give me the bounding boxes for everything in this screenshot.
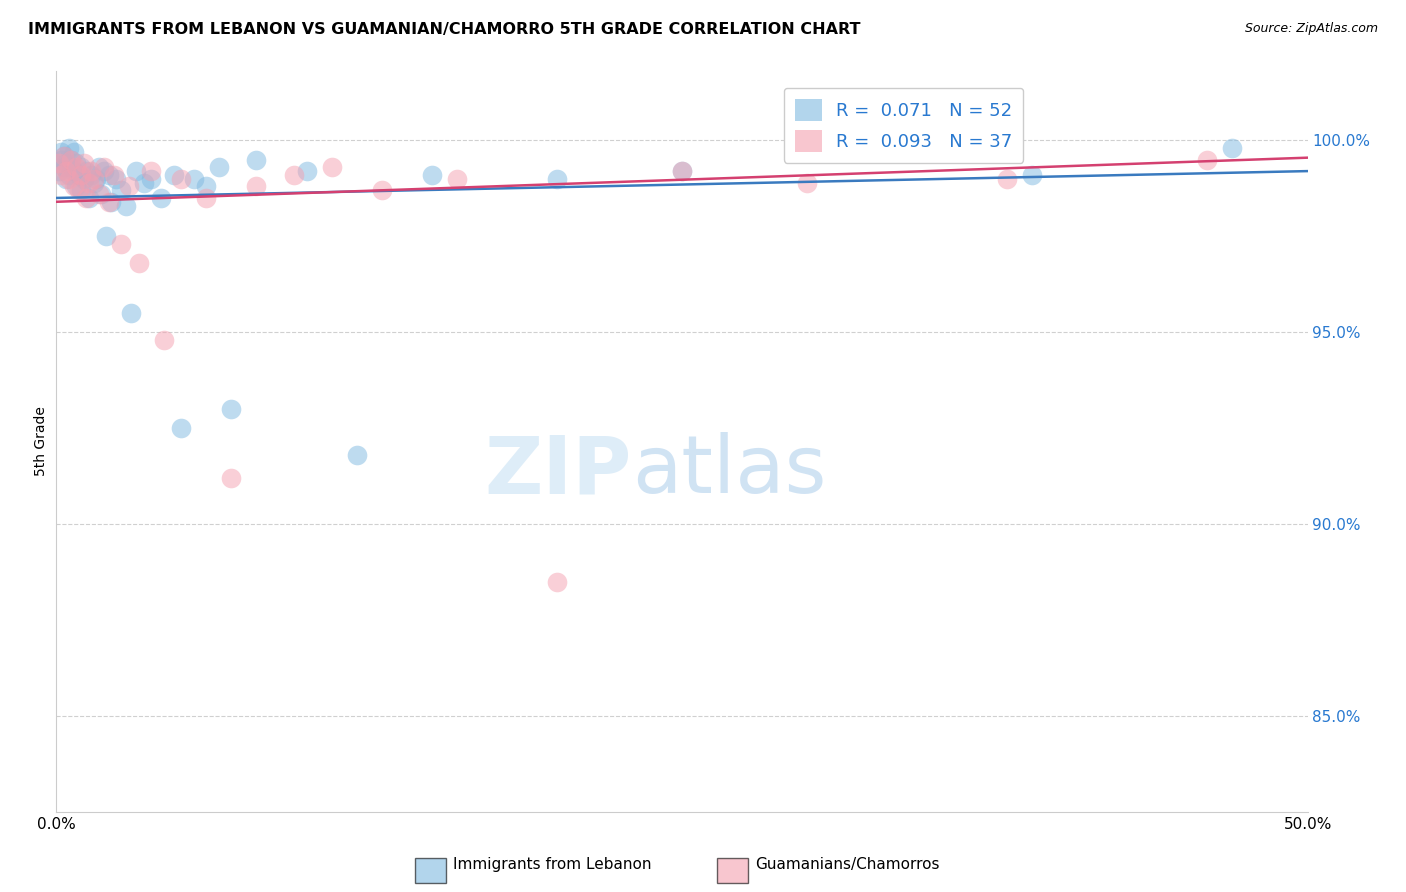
Point	[295, 164, 318, 178]
Point	[132, 176, 155, 190]
Point	[195, 191, 218, 205]
Point	[141, 164, 163, 178]
Point	[48, 164, 70, 178]
Point	[60, 153, 83, 167]
Point	[55, 171, 77, 186]
Point	[52, 149, 75, 163]
Point	[48, 156, 70, 170]
Text: ZIP: ZIP	[485, 432, 631, 510]
Point	[170, 171, 193, 186]
Point	[141, 171, 163, 186]
Point	[77, 191, 100, 205]
Point	[73, 156, 96, 170]
Point	[170, 421, 193, 435]
Point	[87, 161, 110, 175]
Point	[796, 176, 818, 190]
Point	[446, 171, 468, 186]
Point	[1197, 153, 1219, 167]
Point	[150, 191, 173, 205]
Point	[51, 168, 73, 182]
Point	[97, 168, 120, 182]
Point	[546, 171, 568, 186]
Point	[110, 183, 132, 197]
Point	[87, 187, 110, 202]
Point	[245, 153, 267, 167]
Point	[83, 171, 105, 186]
Point	[105, 171, 128, 186]
Point	[321, 161, 343, 175]
Text: IMMIGRANTS FROM LEBANON VS GUAMANIAN/CHAMORRO 5TH GRADE CORRELATION CHART: IMMIGRANTS FROM LEBANON VS GUAMANIAN/CHA…	[28, 22, 860, 37]
Point	[183, 171, 205, 186]
Point	[55, 164, 77, 178]
Point	[420, 168, 443, 182]
Point	[70, 183, 93, 197]
Point	[370, 183, 392, 197]
Point	[83, 176, 105, 190]
Point	[62, 145, 84, 159]
Point	[75, 164, 97, 178]
Point	[283, 168, 305, 182]
Point	[52, 161, 75, 175]
Point	[93, 164, 115, 178]
Text: Guamanians/Chamorros: Guamanians/Chamorros	[755, 857, 939, 872]
Point	[62, 179, 84, 194]
Point	[73, 171, 96, 186]
Point	[163, 168, 186, 182]
Point	[51, 153, 73, 167]
Point	[55, 156, 77, 170]
Point	[221, 401, 243, 416]
Point	[671, 164, 693, 178]
Point	[245, 179, 267, 194]
Text: Source: ZipAtlas.com: Source: ZipAtlas.com	[1244, 22, 1378, 36]
Point	[52, 149, 75, 163]
Point	[65, 156, 87, 170]
Point	[58, 168, 80, 182]
Point	[80, 168, 103, 182]
Point	[120, 306, 142, 320]
Point	[1021, 168, 1043, 182]
Point	[51, 145, 73, 159]
Point	[995, 171, 1018, 186]
Point	[671, 164, 693, 178]
Point	[110, 237, 132, 252]
Point	[70, 168, 93, 182]
Point	[93, 161, 115, 175]
Point	[65, 179, 87, 194]
Point	[153, 333, 176, 347]
Point	[77, 176, 100, 190]
Point	[115, 199, 138, 213]
Point	[1222, 141, 1244, 155]
Point	[128, 256, 150, 270]
Point	[103, 168, 125, 182]
Text: atlas: atlas	[631, 432, 827, 510]
Point	[65, 161, 87, 175]
Legend: R =  0.071   N = 52, R =  0.093   N = 37: R = 0.071 N = 52, R = 0.093 N = 37	[783, 87, 1024, 162]
Point	[546, 574, 568, 589]
Point	[221, 471, 243, 485]
Point	[67, 183, 90, 197]
Point	[125, 164, 148, 178]
Y-axis label: 5th Grade: 5th Grade	[34, 407, 48, 476]
Point	[96, 229, 118, 244]
Text: Immigrants from Lebanon: Immigrants from Lebanon	[453, 857, 651, 872]
Point	[62, 164, 84, 178]
Point	[84, 171, 107, 186]
Point	[208, 161, 231, 175]
Point	[100, 194, 122, 209]
Point	[58, 171, 80, 186]
Point	[118, 179, 141, 194]
Point	[195, 179, 218, 194]
Point	[97, 194, 120, 209]
Point	[346, 448, 368, 462]
Point	[80, 164, 103, 178]
Point	[75, 191, 97, 205]
Point	[60, 153, 83, 167]
Point	[60, 161, 83, 175]
Point	[90, 187, 112, 202]
Point	[70, 161, 93, 175]
Point	[67, 168, 90, 182]
Point	[58, 141, 80, 155]
